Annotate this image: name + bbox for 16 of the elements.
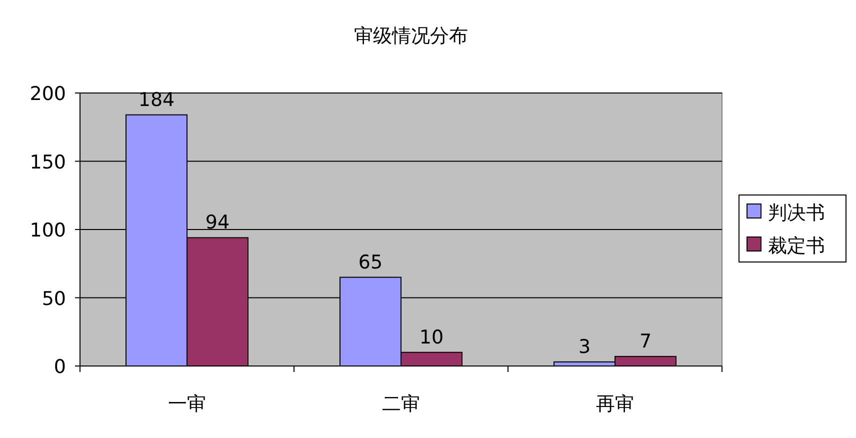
data-label: 65 bbox=[358, 251, 383, 274]
x-tick-label: 一审 bbox=[168, 393, 206, 415]
y-tick-label: 0 bbox=[54, 356, 66, 378]
y-tick-label: 50 bbox=[42, 288, 66, 310]
y-tick-label: 100 bbox=[30, 220, 66, 242]
data-label: 10 bbox=[419, 326, 444, 348]
data-label: 3 bbox=[578, 336, 591, 358]
data-label: 7 bbox=[639, 330, 652, 352]
legend-label: 裁定书 bbox=[768, 235, 825, 257]
data-label: 94 bbox=[205, 212, 230, 234]
chart-title: 审级情况分布 bbox=[354, 25, 468, 47]
y-tick-label: 150 bbox=[30, 151, 66, 174]
legend-label: 判决书 bbox=[768, 202, 825, 224]
x-tick-label: 再审 bbox=[596, 393, 634, 415]
y-tick-label: 200 bbox=[30, 83, 66, 105]
x-tick-label: 二审 bbox=[382, 393, 420, 415]
